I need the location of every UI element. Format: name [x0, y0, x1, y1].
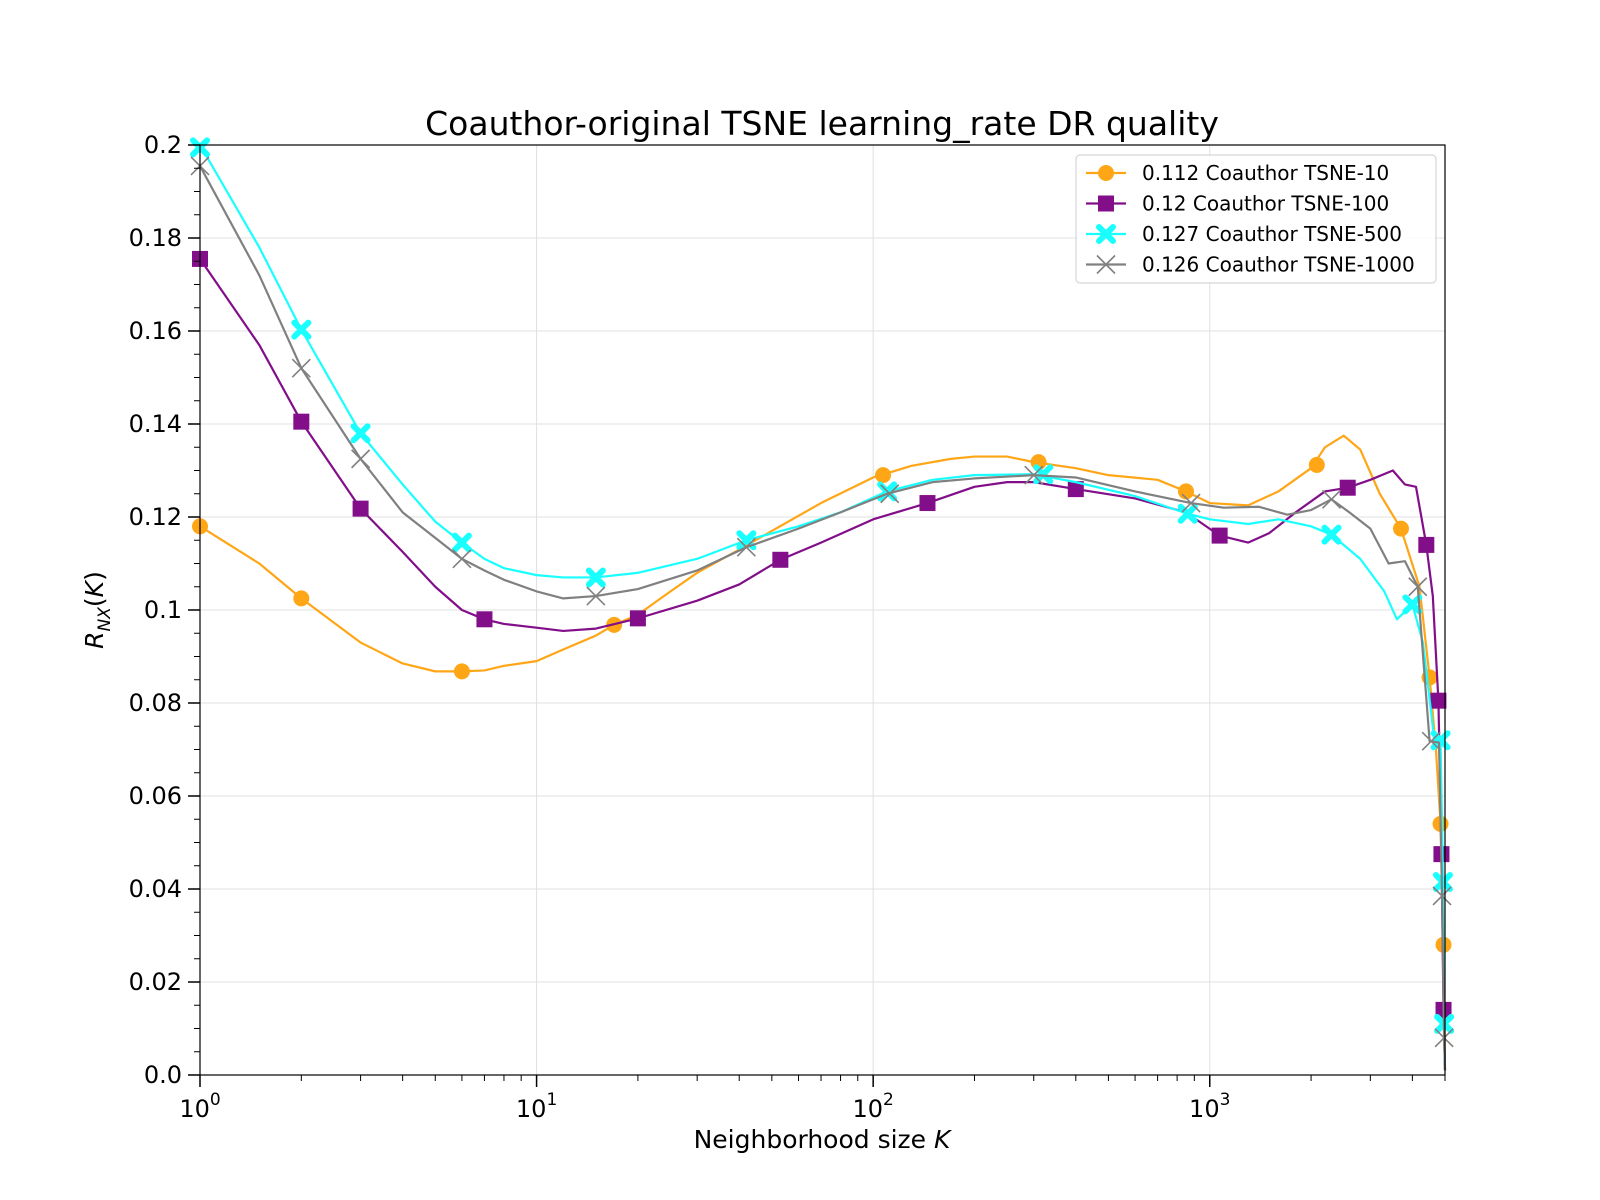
- data-point: [772, 551, 789, 568]
- y-axis-title: RNX(K): [80, 571, 115, 649]
- data-point: [1177, 483, 1194, 500]
- series-line: [199, 165, 1447, 1071]
- data-point: [1432, 872, 1453, 893]
- y-tick-label: 0.02: [129, 968, 182, 996]
- y-tick-label: 0.04: [129, 875, 182, 903]
- data-point: [919, 495, 936, 512]
- data-point: [1321, 524, 1342, 545]
- data-point: [453, 663, 470, 680]
- data-point: [1430, 692, 1447, 709]
- legend-marker: [1098, 165, 1114, 181]
- x-tick-label: 101: [516, 1090, 557, 1123]
- chart-title: Coauthor-original TSNE learning_rate DR …: [425, 104, 1219, 143]
- legend-marker: [1098, 195, 1114, 212]
- legend-label: 0.126 Coauthor TSNE-1000: [1142, 253, 1415, 277]
- data-point: [1181, 493, 1201, 513]
- data-point: [451, 532, 472, 553]
- data-point: [1177, 503, 1198, 524]
- x-axis: 100 101 102 103: [179, 1075, 1446, 1123]
- data-point: [1308, 456, 1325, 473]
- x-tick-label: 102: [852, 1090, 893, 1123]
- y-tick-label: 0.14: [129, 410, 182, 438]
- data-point: [586, 586, 606, 606]
- data-point: [585, 567, 606, 588]
- data-point: [875, 467, 892, 484]
- legend-marker: [1096, 224, 1116, 244]
- data-point: [1211, 527, 1228, 544]
- data-point: [1024, 465, 1044, 485]
- legend-marker: [1096, 254, 1116, 275]
- x-tick-label: 100: [179, 1090, 220, 1123]
- y-axis: 0.0 0.02 0.04 0.06 0.08 0.1 0.12 0.14 0.16 0.18 0.…: [129, 131, 200, 1089]
- y-tick-label: 0.2: [144, 131, 182, 159]
- legend-item: 0.112 Coauthor TSNE-10: [1086, 161, 1389, 185]
- legend-label: 0.127 Coauthor TSNE-500: [1142, 222, 1402, 246]
- legend: 0.112 Coauthor TSNE-10 0.12 Coauthor TSNE…: [1075, 154, 1437, 284]
- x-axis-title: Neighborhood size K: [694, 1125, 953, 1154]
- legend-item: 0.126 Coauthor TSNE-1000: [1086, 253, 1415, 277]
- series-layer: [190, 137, 1455, 1071]
- y-tick-label: 0.08: [129, 689, 182, 717]
- y-tick-label: 0.06: [129, 782, 182, 810]
- data-point: [629, 610, 646, 627]
- data-point: [291, 319, 312, 340]
- data-point: [293, 590, 310, 607]
- data-point: [1434, 1028, 1454, 1048]
- data-point: [291, 358, 311, 378]
- y-tick-label: 0.16: [129, 317, 182, 345]
- data-point: [1402, 594, 1423, 615]
- data-point: [1392, 520, 1409, 537]
- data-point: [476, 611, 493, 628]
- data-point: [1432, 886, 1452, 906]
- data-point: [736, 537, 756, 557]
- legend-label: 0.112 Coauthor TSNE-10: [1142, 161, 1389, 185]
- y-tick-label: 0.1: [144, 596, 182, 624]
- data-point: [351, 449, 371, 469]
- legend-label: 0.12 Coauthor TSNE-100: [1142, 192, 1389, 216]
- legend-item: 0.12 Coauthor TSNE-100: [1086, 192, 1389, 216]
- y-tick-label: 0.0: [144, 1061, 182, 1089]
- data-point: [1418, 536, 1435, 553]
- data-point: [1067, 481, 1084, 498]
- data-point: [1408, 577, 1428, 597]
- data-point: [1339, 479, 1356, 496]
- data-point: [350, 423, 371, 444]
- data-point: [880, 484, 900, 504]
- series-line: [199, 434, 1447, 1071]
- y-tick-label: 0.12: [129, 503, 182, 531]
- data-point: [452, 549, 472, 569]
- legend-item: 0.127 Coauthor TSNE-500: [1086, 222, 1402, 246]
- x-tick-label: 103: [1189, 1090, 1230, 1123]
- data-point: [1321, 489, 1342, 509]
- legend-box: [1075, 154, 1437, 284]
- data-point: [293, 413, 310, 430]
- data-point: [1421, 731, 1441, 751]
- y-tick-label: 0.18: [129, 224, 182, 252]
- data-point: [352, 500, 369, 517]
